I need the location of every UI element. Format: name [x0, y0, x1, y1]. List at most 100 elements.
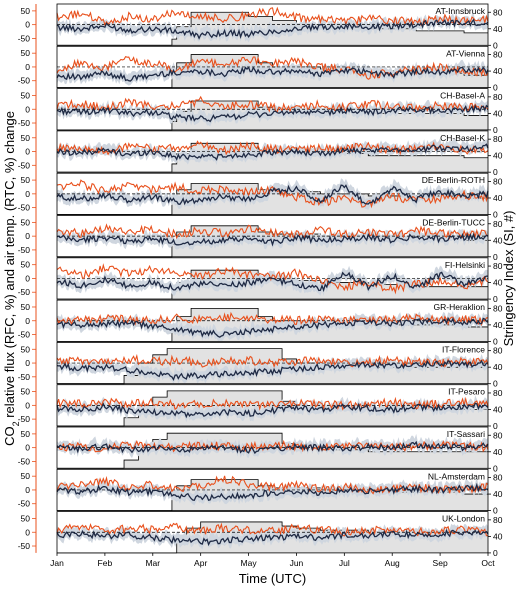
right-tick-label: 80: [493, 515, 503, 525]
left-tick-label: 0: [25, 147, 30, 157]
right-tick-label: 0: [493, 421, 498, 431]
left-tick-label: 0: [25, 485, 30, 495]
right-tick-label: 40: [493, 362, 503, 372]
right-tick-label: 80: [493, 50, 503, 60]
left-axis-title-part: relative flux (RFC, %) and air temp. (RT…: [2, 111, 17, 421]
left-tick-label: -50: [18, 414, 31, 424]
left-tick-label: 50: [21, 387, 31, 397]
station-label: CH-Basel-K: [440, 133, 485, 143]
left-tick-label: -50: [18, 456, 31, 466]
rfc-line: [56, 482, 489, 502]
left-tick-label: 0: [25, 273, 30, 283]
si-line: [57, 142, 488, 173]
right-tick-label: 80: [493, 388, 503, 398]
rtc-line: [56, 396, 489, 411]
station-label: GR-Heraklion: [434, 302, 486, 312]
left-tick-label: 0: [25, 443, 30, 453]
right-tick-label: 0: [493, 167, 498, 177]
left-tick-label: 50: [21, 90, 31, 100]
rfc-band: [57, 476, 488, 506]
right-tick-label: 40: [493, 320, 503, 330]
left-tick-label: -50: [18, 372, 31, 382]
station-label: NL-Amsterdam: [428, 471, 485, 481]
station-label: AT-Innsbruck: [436, 6, 486, 16]
x-tick-label: Jul: [339, 558, 350, 568]
panel-frame: [56, 45, 489, 88]
right-tick-label: 0: [493, 379, 498, 389]
left-tick-label: -50: [18, 33, 31, 43]
rtc-line: [56, 223, 489, 240]
rtc-line: [56, 439, 489, 453]
rfc-line: [56, 65, 489, 82]
rfc-line: [56, 440, 489, 455]
right-tick-label: 80: [493, 7, 503, 17]
x-tick-label: Mar: [145, 558, 160, 568]
left-tick-label: 0: [25, 20, 30, 30]
right-tick-label: 40: [493, 404, 503, 414]
right-tick-label: 0: [493, 252, 498, 262]
x-tick-label: Sep: [433, 558, 448, 568]
station-label: AT-Vienna: [446, 48, 485, 58]
station-label: DE-Berlin-ROTH: [422, 175, 485, 185]
si-area: [57, 183, 488, 215]
panel-frame: [56, 426, 489, 469]
x-axis-title: Time (UTC): [239, 571, 306, 586]
left-tick-label: 50: [21, 513, 31, 523]
panel-frame: [56, 257, 489, 300]
station-label: UK-London: [442, 514, 485, 524]
x-tick-label: Aug: [385, 558, 400, 568]
panel-frame: [56, 511, 489, 554]
rfc-line: [56, 18, 489, 40]
panel-frame: [56, 130, 489, 173]
si-area: [57, 270, 488, 300]
right-tick-label: 80: [493, 261, 503, 271]
left-tick-label: -50: [18, 76, 31, 86]
right-tick-label: 40: [493, 447, 503, 457]
panel-frame: [56, 88, 489, 131]
x-tick-label: Apr: [194, 558, 207, 568]
x-tick-label: May: [241, 558, 258, 568]
panel-frame: [56, 468, 489, 511]
right-tick-label: 80: [493, 219, 503, 229]
panel-frame: [56, 299, 489, 342]
left-tick-label: 0: [25, 189, 30, 199]
right-tick-label: 40: [493, 278, 503, 288]
right-tick-label: 0: [493, 548, 498, 558]
x-tick-label: Jun: [290, 558, 304, 568]
rtc-line: [56, 311, 489, 327]
right-tick-label: 0: [493, 40, 498, 50]
left-axis-title-subscript: 2: [11, 421, 21, 426]
right-tick-label: 0: [493, 463, 498, 473]
right-tick-label: 80: [493, 176, 503, 186]
left-tick-label: 50: [21, 471, 31, 481]
x-tick-label: Jan: [50, 558, 64, 568]
panel-frame: [56, 3, 489, 46]
left-tick-label: -50: [18, 118, 31, 128]
rfc-line: [56, 232, 489, 247]
left-tick-label: 0: [25, 358, 30, 368]
right-tick-label: 40: [493, 108, 503, 118]
station-label: IT-Pesaro: [448, 387, 485, 397]
left-tick-label: -50: [18, 499, 31, 509]
right-tick-label: 0: [493, 506, 498, 516]
left-tick-label: -50: [18, 287, 31, 297]
panel-frame: [56, 341, 489, 385]
x-tick-label: Feb: [98, 558, 113, 568]
left-tick-label: 50: [21, 429, 31, 439]
left-tick-label: -50: [18, 330, 31, 340]
rfc-line: [56, 184, 489, 206]
right-tick-label: 40: [493, 193, 503, 203]
right-tick-label: 40: [493, 24, 503, 34]
right-axis-title: Stringency Index (SI, #): [501, 211, 516, 347]
right-tick-label: 40: [493, 235, 503, 245]
rfc-band: [57, 12, 488, 43]
station-label: CH-Basel-A: [440, 91, 485, 101]
left-tick-label: 50: [21, 260, 31, 270]
left-tick-label: 0: [25, 104, 30, 114]
right-tick-label: 80: [493, 134, 503, 144]
panel-frame: [56, 215, 489, 258]
right-tick-label: 80: [493, 473, 503, 483]
right-tick-label: 80: [493, 346, 503, 356]
right-tick-label: 80: [493, 430, 503, 440]
